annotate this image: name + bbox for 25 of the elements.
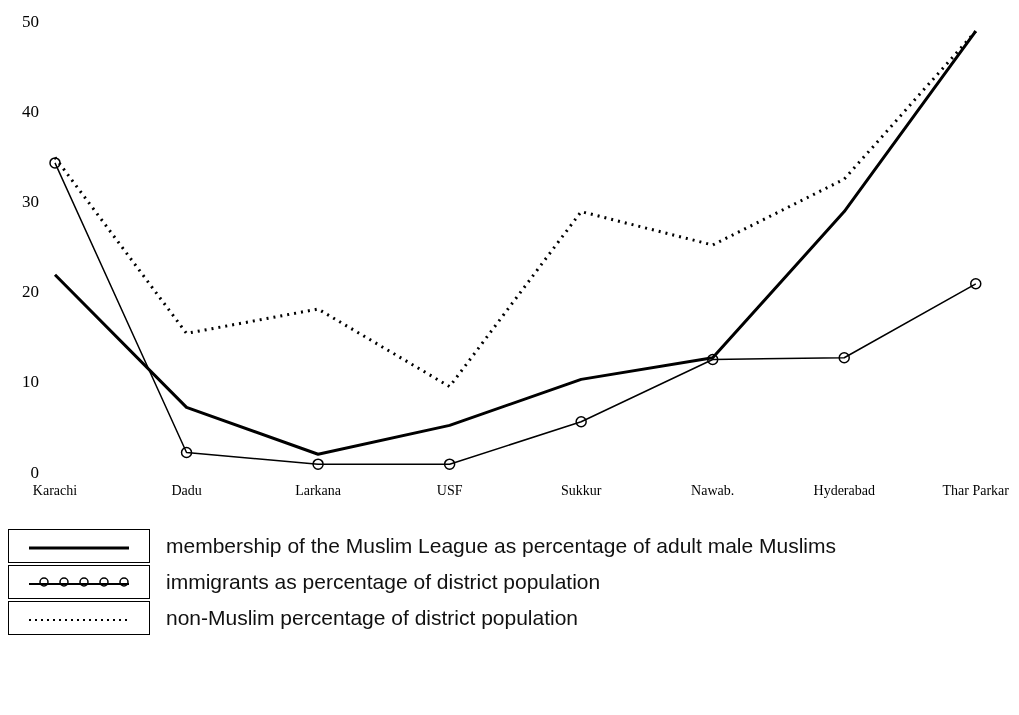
y-tick-label: 40 [22,101,39,121]
x-tick-label: Larkana [295,483,342,499]
y-tick-label: 50 [22,11,39,31]
y-tick-label: 10 [22,372,39,392]
x-tick-label: Hyderabad [813,483,875,499]
point [443,458,456,470]
point [49,157,61,169]
point [838,351,850,364]
y-tick-label: 30 [22,192,39,212]
x-tick-label: USF [436,483,463,499]
legend-label: membership of the Muslim League as percentage of adult male Muslims [166,534,836,558]
point [312,458,324,470]
x-tick-label: Nawab. [691,483,735,499]
point [970,278,982,290]
x-tick-label: Dadu [171,483,202,499]
x-tick-label: Karachi [32,483,78,499]
legend-label: immigrants as percentage of district population [166,570,601,594]
point [180,446,193,459]
point [575,416,587,428]
y-tick-label: 20 [22,282,39,302]
x-tick-label: Sukkur [560,483,602,499]
point [706,353,719,366]
y-tick-label: 0 [30,462,39,482]
x-tick-label: Thar Parkar [942,483,1010,499]
legend-label: non-Muslim percentage of district population [166,606,579,630]
